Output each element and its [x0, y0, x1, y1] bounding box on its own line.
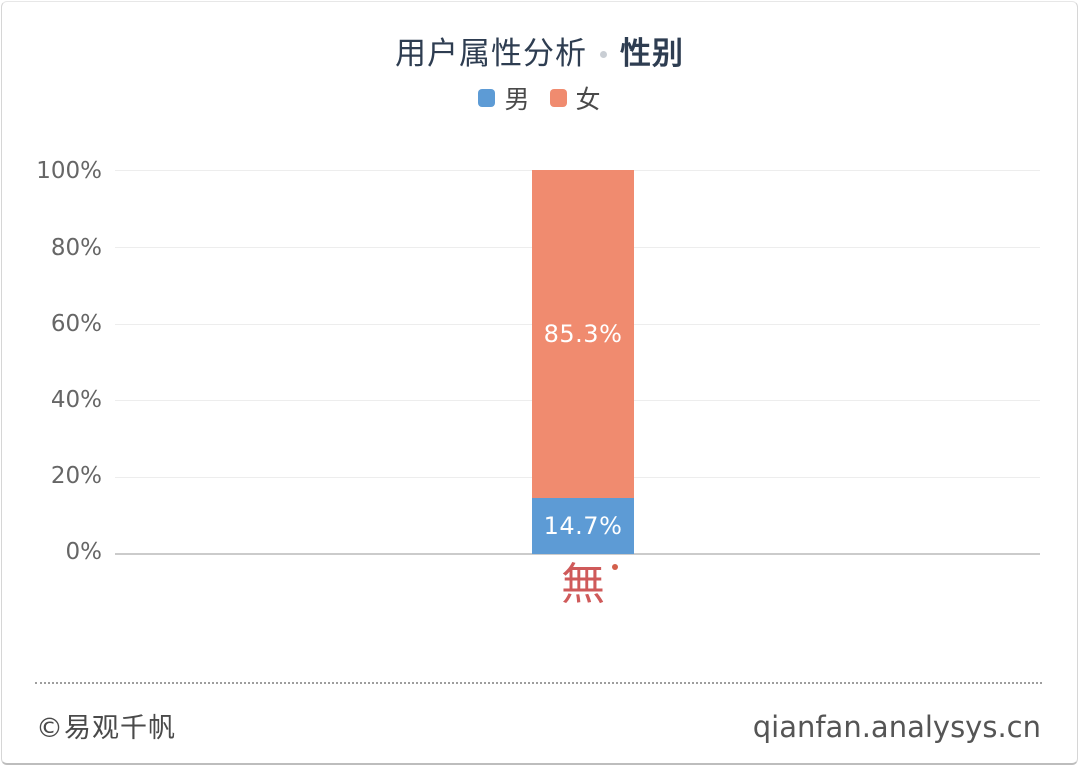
legend-item-male[interactable]: 男: [478, 80, 530, 116]
y-tick-60: 60%: [50, 311, 102, 337]
x-category-label: 無: [522, 562, 644, 608]
legend: 男 女: [2, 80, 1077, 116]
title-separator-dot: [600, 51, 607, 58]
title-sub: 性别: [620, 36, 684, 72]
copyright-text: ©易观千帆: [36, 713, 176, 744]
y-tick-80: 80%: [50, 235, 102, 261]
site-url[interactable]: qianfan.analysys.cn: [752, 710, 1041, 744]
y-tick-100: 100%: [36, 158, 102, 184]
bar-stack[interactable]: 85.3% 14.7%: [532, 170, 634, 554]
page-title: 用户属性分析 性别: [2, 28, 1077, 73]
bar-segment-female[interactable]: 85.3%: [532, 170, 634, 498]
bar-label-female: 85.3%: [543, 319, 623, 348]
y-tick-40: 40%: [50, 387, 102, 413]
y-tick-0: 0%: [65, 539, 103, 565]
legend-label-male: 男: [504, 85, 530, 114]
legend-swatch-female-icon: [549, 89, 567, 107]
y-tick-20: 20%: [50, 463, 102, 489]
footer-divider: [35, 682, 1042, 684]
legend-swatch-male-icon: [478, 89, 496, 107]
x-axis-line: [115, 553, 1040, 555]
legend-item-female[interactable]: 女: [549, 80, 601, 116]
legend-label-female: 女: [575, 85, 601, 114]
title-main: 用户属性分析: [395, 36, 587, 72]
bar-segment-male[interactable]: 14.7%: [532, 497, 634, 554]
bar-label-male: 14.7%: [543, 511, 623, 540]
